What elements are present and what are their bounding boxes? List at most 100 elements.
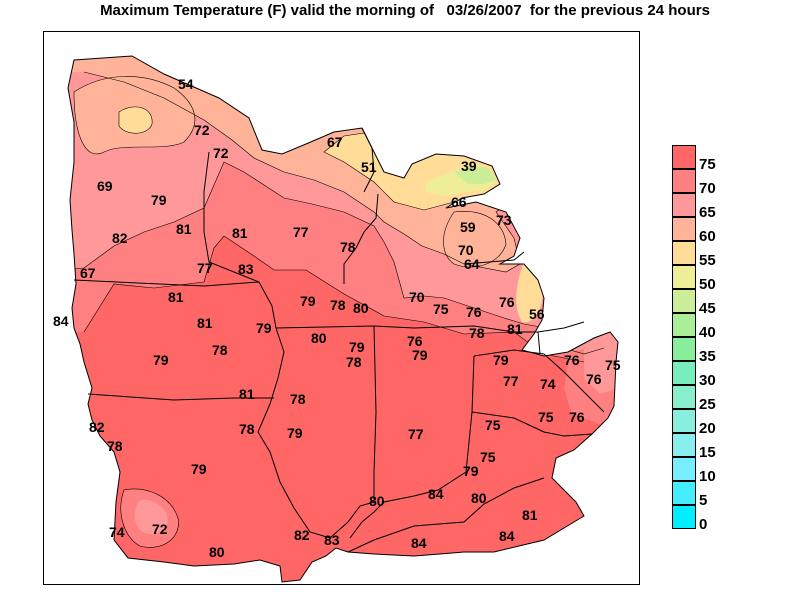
legend-label-60: 60 — [699, 228, 716, 245]
legend-swatch-60 — [672, 217, 696, 241]
station-value-label: 77 — [197, 260, 213, 276]
station-value-label: 73 — [496, 212, 512, 228]
map-panel: 54 72 72 67 51 39 69 79 81 66 73 59 82 81 77 78 70 64 67 77… — [43, 31, 640, 585]
legend-swatch-10 — [672, 457, 696, 481]
station-value-label: 78 — [340, 239, 356, 255]
legend-label-15: 15 — [699, 444, 716, 461]
legend-label-10: 10 — [699, 468, 716, 485]
station-value-label: 76 — [586, 371, 602, 387]
legend-swatch-50 — [672, 265, 696, 289]
station-value-label: 80 — [369, 493, 385, 509]
legend-label-5: 5 — [699, 492, 708, 509]
station-value-label: 78 — [330, 297, 346, 313]
station-value-label: 77 — [503, 373, 519, 389]
station-value-label: 79 — [463, 463, 479, 479]
station-value-label: 80 — [311, 330, 327, 346]
station-value-label: 77 — [408, 426, 424, 442]
station-value-label: 83 — [324, 532, 340, 548]
legend-label-30: 30 — [699, 372, 716, 389]
legend-swatch-5 — [672, 481, 696, 505]
legend-label-25: 25 — [699, 396, 716, 413]
station-value-label: 84 — [411, 535, 427, 551]
station-value-label: 76 — [466, 304, 482, 320]
station-value-label: 79 — [151, 192, 167, 208]
station-value-label: 76 — [499, 294, 515, 310]
station-value-label: 81 — [522, 507, 538, 523]
station-value-label: 75 — [433, 301, 449, 317]
station-value-label: 79 — [153, 352, 169, 368]
station-value-label: 67 — [80, 265, 96, 281]
station-value-label: 70 — [409, 289, 425, 305]
station-value-label: 84 — [499, 528, 515, 544]
legend-swatch-25 — [672, 385, 696, 409]
station-value-label: 64 — [464, 256, 480, 272]
station-value-label: 75 — [485, 417, 501, 433]
station-value-label: 59 — [460, 219, 476, 235]
station-value-label: 76 — [569, 409, 585, 425]
legend-label-40: 40 — [699, 324, 716, 341]
station-value-label: 84 — [53, 313, 69, 329]
legend-swatch-55 — [672, 241, 696, 265]
station-value-label: 75 — [605, 357, 621, 373]
station-value-label: 77 — [293, 224, 309, 240]
station-value-label: 81 — [168, 289, 184, 305]
station-value-label: 81 — [507, 321, 523, 337]
legend-swatch-40 — [672, 313, 696, 337]
station-value-label: 66 — [451, 194, 467, 210]
legend-swatch-70 — [672, 169, 696, 193]
station-value-label: 74 — [109, 524, 125, 540]
station-value-label: 72 — [213, 145, 229, 161]
station-value-label: 80 — [209, 544, 225, 560]
station-value-label: 78 — [469, 325, 485, 341]
map-title: Maximum Temperature (F) valid the mornin… — [100, 2, 710, 19]
station-value-label: 79 — [300, 293, 316, 309]
station-value-label: 82 — [112, 230, 128, 246]
station-value-label: 78 — [107, 438, 123, 454]
legend-label-75: 75 — [699, 156, 716, 173]
station-value-label: 78 — [346, 354, 362, 370]
legend-label-50: 50 — [699, 276, 716, 293]
station-value-label: 79 — [191, 461, 207, 477]
station-value-label: 72 — [194, 122, 210, 138]
station-value-label: 70 — [458, 242, 474, 258]
station-value-label: 82 — [294, 527, 310, 543]
legend-label-55: 55 — [699, 252, 716, 269]
station-value-label: 81 — [197, 315, 213, 331]
station-value-label: 72 — [152, 521, 168, 537]
legend-swatch-0 — [672, 505, 696, 529]
station-value-label: 75 — [480, 449, 496, 465]
legend-label-70: 70 — [699, 180, 716, 197]
station-value-label: 83 — [238, 261, 254, 277]
station-value-label: 54 — [178, 76, 194, 92]
station-value-label: 78 — [239, 421, 255, 437]
legend-swatch-35 — [672, 337, 696, 361]
station-value-label: 81 — [232, 225, 248, 241]
station-value-label: 78 — [212, 342, 228, 358]
station-value-label: 82 — [89, 419, 105, 435]
legend-swatch-45 — [672, 289, 696, 313]
station-value-label: 84 — [428, 486, 444, 502]
station-value-label: 79 — [493, 352, 509, 368]
station-value-label: 79 — [412, 347, 428, 363]
station-value-label: 74 — [540, 376, 556, 392]
legend-swatch-75 — [672, 145, 696, 169]
station-value-label: 69 — [97, 178, 113, 194]
station-value-label: 81 — [239, 386, 255, 402]
station-value-label: 79 — [256, 320, 272, 336]
legend-label-20: 20 — [699, 420, 716, 437]
legend-swatch-15 — [672, 433, 696, 457]
station-value-label: 79 — [349, 339, 365, 355]
station-value-label: 56 — [529, 306, 545, 322]
station-value-label: 80 — [353, 300, 369, 316]
station-value-label: 76 — [407, 333, 423, 349]
station-value-label: 79 — [287, 425, 303, 441]
station-value-label: 75 — [538, 409, 554, 425]
state-borders — [67, 55, 619, 583]
station-value-label: 81 — [176, 221, 192, 237]
station-value-label: 51 — [361, 159, 377, 175]
legend-label-65: 65 — [699, 204, 716, 221]
legend-label-0: 0 — [699, 516, 708, 533]
legend-swatch-65 — [672, 193, 696, 217]
